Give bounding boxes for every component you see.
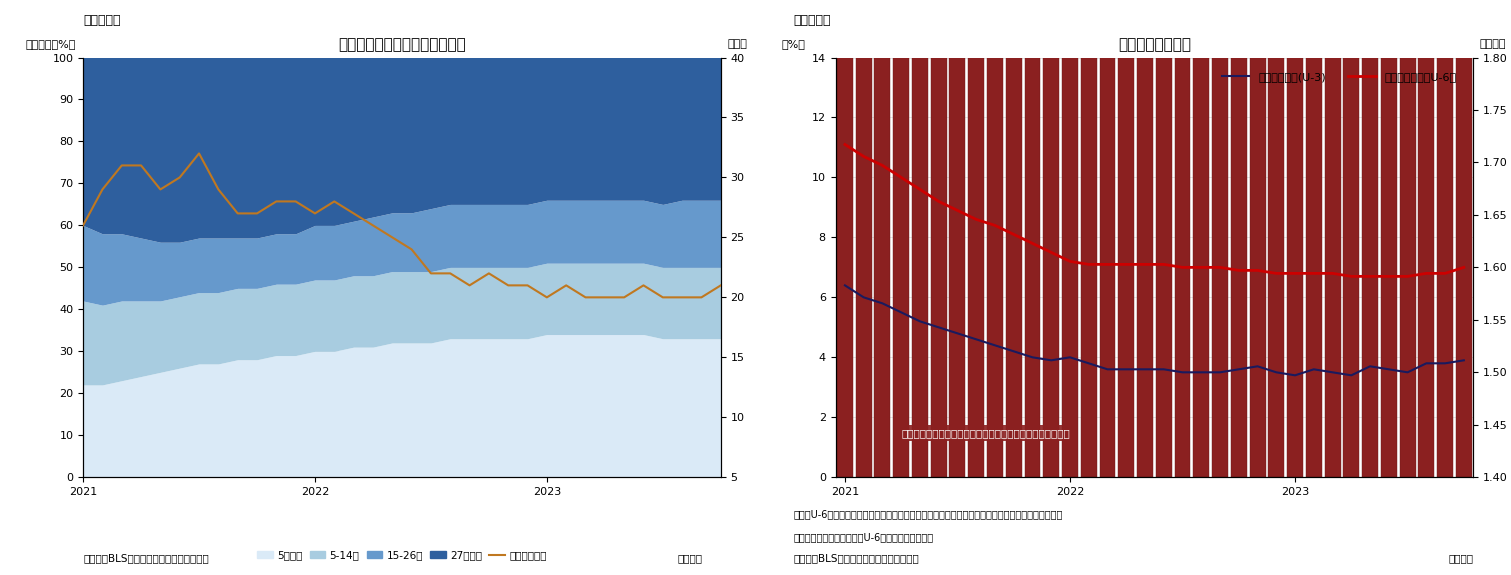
- Title: 広義失業率の推移: 広義失業率の推移: [1118, 37, 1191, 52]
- Bar: [987, 0, 1003, 477]
- Bar: [1250, 0, 1266, 477]
- Bar: [1419, 0, 1434, 477]
- Bar: [969, 0, 984, 477]
- Bar: [1118, 0, 1135, 477]
- Bar: [1194, 0, 1209, 477]
- Text: （図表７）: （図表７）: [83, 14, 121, 28]
- Bar: [1381, 0, 1396, 477]
- Bar: [1268, 0, 1284, 477]
- Bar: [837, 0, 852, 477]
- Bar: [1361, 0, 1378, 477]
- Bar: [1306, 0, 1322, 477]
- Bar: [949, 0, 966, 477]
- Title: 失業期間の分布と平均失業期間: 失業期間の分布と平均失業期間: [338, 37, 465, 52]
- Bar: [893, 0, 910, 477]
- Text: （億人）: （億人）: [1479, 39, 1506, 49]
- Bar: [1024, 0, 1041, 477]
- Text: （%）: （%）: [781, 39, 805, 49]
- Text: 労働力人口（経済的理由によるパートタイマー除く、右軸）: 労働力人口（経済的理由によるパートタイマー除く、右軸）: [901, 428, 1070, 438]
- Bar: [1343, 0, 1360, 477]
- Bar: [1156, 0, 1171, 477]
- Bar: [913, 0, 928, 477]
- Bar: [1212, 0, 1228, 477]
- Text: （シェア、%）: （シェア、%）: [26, 39, 76, 49]
- Bar: [1043, 0, 1059, 477]
- Text: （週）: （週）: [727, 39, 746, 49]
- Text: （資料）BLSよりニッセイ基礎研究所作成: （資料）BLSよりニッセイ基礎研究所作成: [83, 554, 209, 564]
- Text: 周辺労働力は失業率（U-6）より逆算して推計: 周辺労働力は失業率（U-6）より逆算して推計: [793, 532, 934, 542]
- Bar: [1174, 0, 1191, 477]
- Text: （月次）: （月次）: [1448, 554, 1473, 564]
- Legend: 通常の失業率(U-3), 広義の失業率（U-6）: 通常の失業率(U-3), 広義の失業率（U-6）: [1216, 67, 1461, 86]
- Bar: [1006, 0, 1021, 477]
- Bar: [1062, 0, 1077, 477]
- Text: （注）U-6＝（失業者＋周辺労働力＋経済的理由によるパートタイマー）／（労働力＋周辺労働力）: （注）U-6＝（失業者＋周辺労働力＋経済的理由によるパートタイマー）／（労働力＋…: [793, 509, 1062, 519]
- Bar: [931, 0, 947, 477]
- Bar: [855, 0, 872, 477]
- Text: （資料）BLSよりニッセイ基礎研究所作成: （資料）BLSよりニッセイ基礎研究所作成: [793, 554, 919, 564]
- Bar: [1457, 0, 1472, 477]
- Bar: [1231, 0, 1247, 477]
- Bar: [1325, 0, 1340, 477]
- Bar: [1138, 0, 1153, 477]
- Legend: 5週未満, 5-14週, 15-26週, 27週以上, 平均（右軸）: 5週未満, 5-14週, 15-26週, 27週以上, 平均（右軸）: [252, 546, 552, 565]
- Bar: [875, 0, 890, 477]
- Text: （図表８）: （図表８）: [793, 14, 831, 28]
- Bar: [1287, 0, 1302, 477]
- Bar: [1437, 0, 1454, 477]
- Bar: [1399, 0, 1416, 477]
- Bar: [1080, 0, 1097, 477]
- Text: （月次）: （月次）: [677, 554, 703, 564]
- Bar: [1100, 0, 1115, 477]
